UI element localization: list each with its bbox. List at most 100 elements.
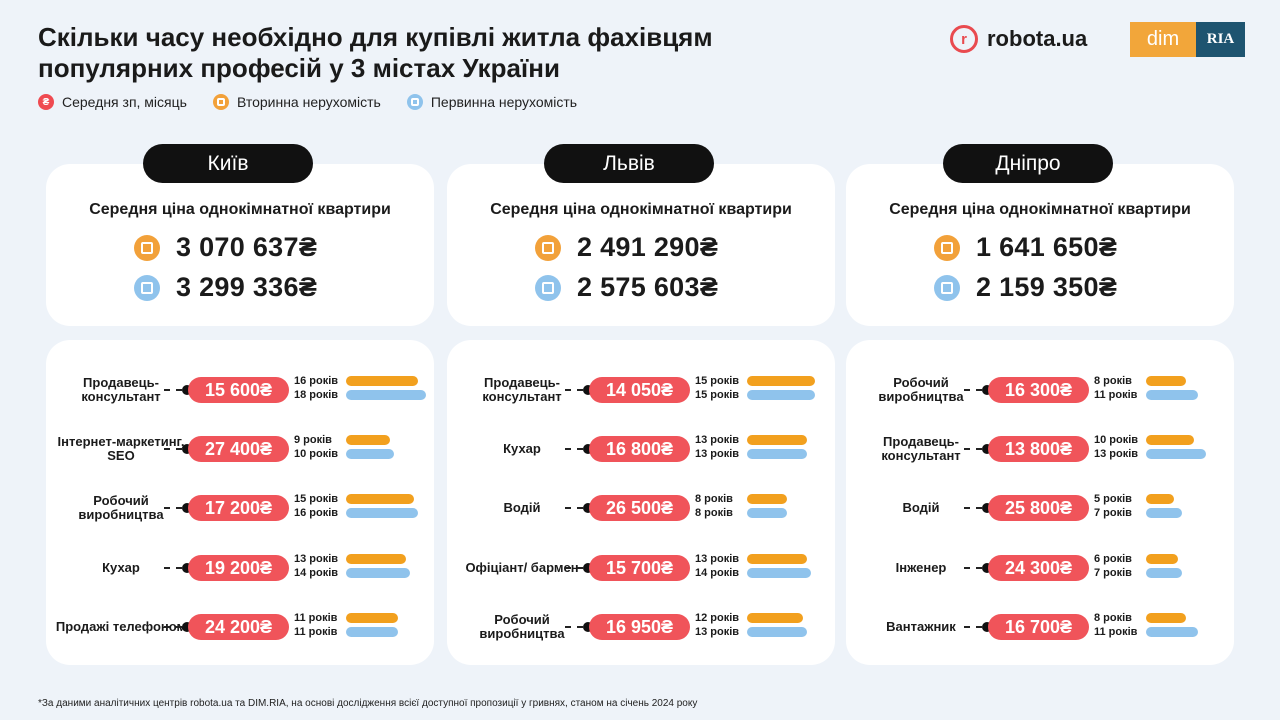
years-label-secondary: 15 років (695, 375, 740, 387)
bar-secondary (1146, 613, 1186, 623)
robota-logo-text: robota.ua (987, 26, 1088, 51)
profession-name: Кухар (102, 560, 140, 575)
bar-primary (747, 508, 787, 518)
years-label-secondary: 6 років (1094, 553, 1132, 565)
years-label-primary: 11 років (1094, 626, 1138, 638)
bar-primary (346, 390, 426, 400)
profession-row: Вантажник 16 700₴ 8 років 11 років (846, 607, 1234, 647)
bar-secondary (747, 613, 803, 623)
years-label-secondary: 10 років (1094, 434, 1139, 446)
profession-name: Продавець-консультант (482, 375, 562, 404)
years-label-primary: 11 років (1094, 389, 1138, 401)
profession-row: Водій 26 500₴ 8 років 8 років (447, 488, 835, 528)
house-icon (934, 234, 960, 261)
bar-secondary (1146, 376, 1186, 386)
years-label-secondary: 13 років (294, 553, 339, 565)
bar-secondary (346, 435, 390, 445)
price-row-secondary: 3 070 637₴ (134, 232, 317, 263)
salary-badge: 16 300₴ (988, 377, 1089, 403)
connector-line (164, 389, 182, 391)
legend-item-salary: ₴ Середня зп, місяць (38, 94, 187, 110)
salary-badge: 24 200₴ (188, 614, 289, 640)
years-label-primary: 13 років (695, 448, 740, 460)
legend-label-primary: Первинна нерухомість (430, 94, 578, 110)
price-secondary: 2 491 290₴ (577, 232, 719, 262)
connector-dot (982, 444, 992, 454)
bar-primary (346, 627, 398, 637)
ria-logo-text: RIA (1196, 22, 1245, 57)
connector-line (964, 507, 982, 509)
city-name-pill: Львів (544, 144, 714, 183)
house-icon (535, 234, 561, 261)
profession-name: Робочий виробництва (78, 493, 164, 522)
years-label-secondary: 9 років (294, 434, 332, 446)
house-icon (212, 94, 229, 110)
connector-dot (583, 563, 593, 573)
page-title: Скільки часу необхідно для купівлі житла… (38, 22, 713, 84)
price-row-secondary: 1 641 650₴ (934, 232, 1117, 263)
house-icon (134, 234, 160, 261)
connector-line (565, 448, 583, 450)
dim-logo-text: dim (1130, 22, 1196, 57)
profession-row: Кухар 16 800₴ 13 років 13 років (447, 429, 835, 469)
salary-badge: 25 800₴ (988, 495, 1089, 521)
price-row-primary: 3 299 336₴ (134, 272, 317, 303)
connector-dot (583, 622, 593, 632)
years-label-secondary: 12 років (695, 612, 740, 624)
connector-dot (182, 503, 192, 513)
legend-item-secondary: Вторинна нерухомість (212, 94, 381, 110)
card-subtitle: Середня ціна однокімнатної квартири (490, 201, 792, 218)
years-label-primary: 10 років (294, 448, 339, 460)
profession-name: Інтернет-маркетинг, SEO (57, 434, 185, 463)
bar-primary (747, 390, 815, 400)
salary-badge: 16 700₴ (988, 614, 1089, 640)
city-price-card: Київ Середня ціна однокімнатної квартири 3… (46, 144, 434, 326)
connector-dot (982, 563, 992, 573)
connector-line (565, 567, 583, 569)
footnote: *За даними аналітичних центрів robota.ua… (38, 698, 698, 709)
house-icon (134, 274, 160, 301)
price-secondary: 3 070 637₴ (176, 232, 318, 262)
profession-row: Продавець-консультант 15 600₴ 16 років 18 р… (46, 370, 434, 410)
profession-row: Офіціант/ бармен 15 700₴ 13 років 14 років (447, 548, 835, 588)
years-label-primary: 15 років (695, 389, 740, 401)
profession-name: Водій (902, 500, 940, 515)
profession-row: Продажі телефоном 24 200₴ 11 років 11 років (46, 607, 434, 647)
house-icon (406, 94, 423, 110)
salary-badge: 26 500₴ (589, 495, 690, 521)
bar-primary (346, 449, 394, 459)
years-label-primary: 13 років (1094, 448, 1139, 460)
city-price-card: Львів Середня ціна однокімнатної квартири… (447, 144, 835, 326)
robota-r-icon: r (950, 25, 978, 53)
robota-logo: r robota.ua (950, 25, 1087, 53)
profession-row: Інженер 24 300₴ 6 років 7 років (846, 548, 1234, 588)
connector-line (964, 567, 982, 569)
connector-dot (583, 444, 593, 454)
connector-dot (982, 622, 992, 632)
connector-line (164, 626, 182, 628)
years-label-secondary: 5 років (1094, 493, 1132, 505)
professions-card: Робочий виробництва 16 300₴ 8 років 11 рокі… (846, 340, 1234, 665)
profession-row: Інтернет-маркетинг, SEO 27 400₴ 9 років 10 … (46, 429, 434, 469)
bar-secondary (346, 554, 406, 564)
bar-primary (1146, 449, 1206, 459)
price-primary: 3 299 336₴ (176, 272, 318, 302)
connector-dot (583, 385, 593, 395)
bar-primary (747, 449, 807, 459)
profession-row: Робочий виробництва 16 950₴ 12 років 13 рок… (447, 607, 835, 647)
salary-icon: ₴ (38, 94, 54, 110)
bar-secondary (346, 376, 418, 386)
bar-secondary (747, 494, 787, 504)
bar-primary (1146, 390, 1198, 400)
years-label-primary: 8 років (695, 507, 733, 519)
bar-secondary (747, 435, 807, 445)
salary-badge: 27 400₴ (188, 436, 289, 462)
connector-dot (182, 385, 192, 395)
years-label-secondary: 8 років (1094, 375, 1132, 387)
house-icon (934, 274, 960, 301)
connector-line (164, 448, 182, 450)
bar-primary (1146, 627, 1198, 637)
legend: ₴ Середня зп, місяць Вторинна нерухоміст… (38, 94, 577, 110)
profession-name: Робочий виробництва (479, 612, 565, 641)
profession-name: Продавець-консультант (81, 375, 161, 404)
